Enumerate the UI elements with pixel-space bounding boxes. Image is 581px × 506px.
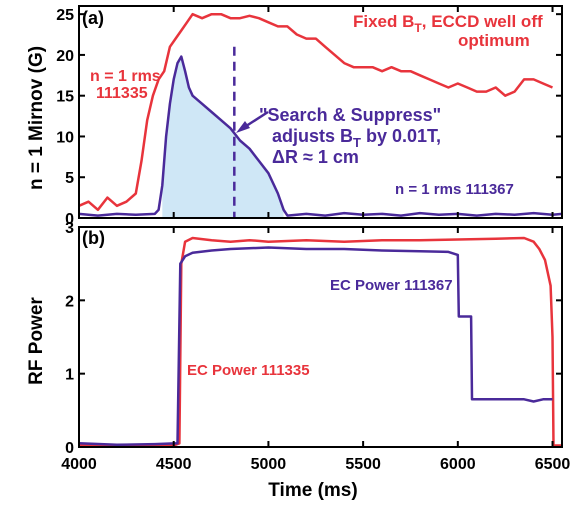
y-tick-label: 3 xyxy=(65,220,74,237)
x-tick-label: 5500 xyxy=(345,456,381,473)
y-axis-label-a: n = 1 Mirnov (G) xyxy=(26,46,47,190)
series-line-a-1 xyxy=(78,55,563,217)
search-line2-sub: T xyxy=(353,135,361,150)
x-ticks-b: 4000 4500 5000 5500 6000 6500 xyxy=(61,227,570,473)
shaded-area xyxy=(162,56,284,218)
y-tick-label: 0 xyxy=(65,440,74,457)
x-tick-label: 6500 xyxy=(535,456,571,473)
series-lines-b xyxy=(78,236,562,447)
panel-b: 0 1 2 3 4000 4500 5000 5500 6000 6500 (b) EC Pow… xyxy=(61,220,570,473)
y-tick-label: 2 xyxy=(65,293,74,310)
fixed-bt-annotation-line1: Fixed BT, ECCD well off xyxy=(353,12,543,35)
plot-frame-a xyxy=(78,5,563,219)
search-annotation-line1: "Search & Suppress" xyxy=(259,105,441,125)
annotation-arrowhead xyxy=(236,121,250,133)
y-tick-label: 0 xyxy=(65,211,74,228)
plot-frame-b xyxy=(78,226,563,448)
fixed-line1-rest: , ECCD well off xyxy=(422,12,543,31)
x-tick-label: 6000 xyxy=(440,456,476,473)
y-ticks-a: 0 5 10 15 20 25 xyxy=(56,7,562,228)
panel-label-a: (a) xyxy=(82,8,104,28)
x-axis-label: Time (ms) xyxy=(268,480,357,501)
fixed-line1-a: Fixed B xyxy=(353,12,414,31)
x-tick-label: 4000 xyxy=(61,456,97,473)
panel-label-b: (b) xyxy=(82,228,105,248)
series-line-a-0 xyxy=(78,12,553,212)
fixed-bt-annotation-line2: optimum xyxy=(458,31,530,50)
blue-series-label-b: EC Power 111367 xyxy=(330,277,453,294)
search-line2-a: adjusts B xyxy=(272,126,353,146)
search-annotation-line2: adjusts BT by 0.01T, xyxy=(272,126,441,150)
red-series-label-line2: 111335 xyxy=(96,85,148,102)
search-annotation-line3: ΔR ≈ 1 cm xyxy=(272,147,359,167)
y-tick-label: 1 xyxy=(65,367,74,384)
y-tick-label: 15 xyxy=(56,89,74,106)
series-lines-a xyxy=(78,12,563,217)
x-tick-label: 5000 xyxy=(251,456,287,473)
blue-series-label-a: n = 1 rms 111367 xyxy=(395,181,514,198)
x-ticks-a xyxy=(78,6,554,218)
y-tick-label: 25 xyxy=(56,7,74,24)
search-line2-rest: by 0.01T, xyxy=(361,126,441,146)
y-tick-label: 20 xyxy=(56,48,74,65)
fixed-line1-sub: T xyxy=(414,21,422,35)
series-line-b-0 xyxy=(79,236,562,447)
y-axis-label-b: RF Power xyxy=(26,297,47,385)
x-tick-label: 4500 xyxy=(156,456,192,473)
y-tick-label: 10 xyxy=(56,129,74,146)
red-series-label-line1: n = 1 rms xyxy=(90,68,161,85)
series-line-b-1 xyxy=(78,246,553,447)
y-tick-label: 5 xyxy=(65,170,74,187)
red-series-label-b: EC Power 111335 xyxy=(187,362,310,379)
y-ticks-b: 0 1 2 3 xyxy=(65,220,562,457)
